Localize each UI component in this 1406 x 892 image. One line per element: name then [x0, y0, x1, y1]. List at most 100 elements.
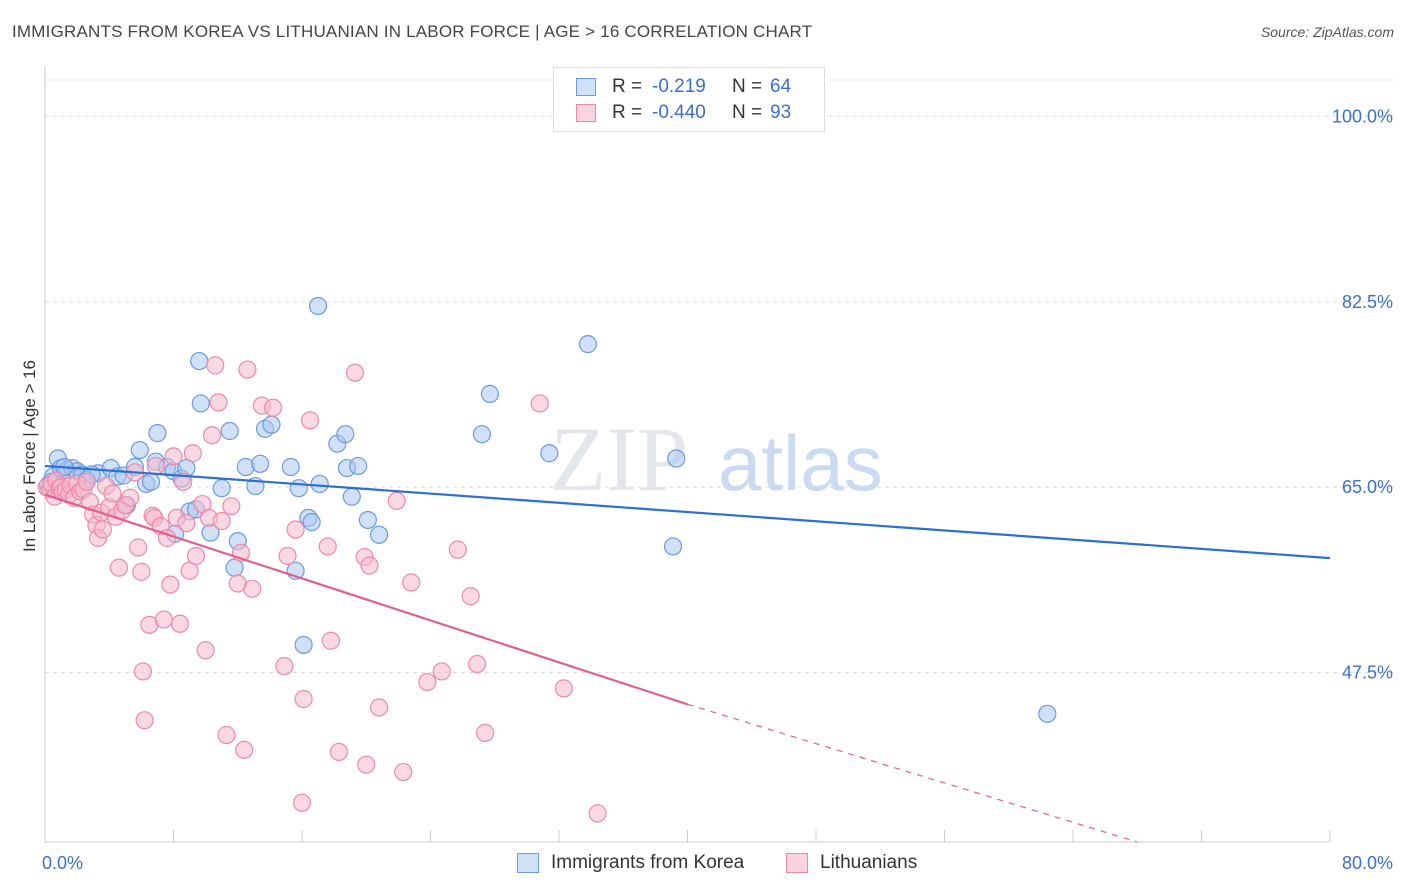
lithuanian-point	[235, 740, 254, 759]
lithuanian-point	[109, 558, 128, 577]
legend-row-korea: R = -0.219 N = 64	[576, 74, 791, 100]
lithuanian-point	[93, 520, 112, 539]
lithuanian-point	[170, 614, 190, 633]
legend-row-lithuanians: R = -0.440 N = 93	[576, 100, 791, 126]
korea-point	[262, 415, 281, 434]
watermark-atlas: atlas	[718, 419, 883, 507]
korea-swatch	[517, 853, 539, 873]
data-points	[37, 296, 1057, 823]
trend-lines	[44, 464, 1331, 843]
korea-point	[370, 525, 389, 544]
lithuanian-point	[387, 491, 406, 511]
korea-point	[281, 457, 300, 477]
legend-r-value: -0.440	[652, 102, 706, 123]
y-tick-label: 82.5%	[1342, 292, 1393, 312]
lithuanian-point	[243, 579, 262, 598]
korea-point	[191, 394, 210, 413]
legend-r-value: -0.219	[652, 76, 706, 97]
korea-point	[130, 440, 149, 460]
lithuanian-point	[402, 573, 421, 592]
lithuanian-point	[370, 698, 389, 717]
watermark: ZIP atlas	[550, 408, 883, 510]
lithuanian-point	[263, 398, 283, 417]
lithuanian-point	[300, 411, 320, 430]
lithuanian-point	[432, 662, 451, 681]
lithuanian-point	[345, 363, 365, 382]
legend-label-korea: Immigrants from Korea	[551, 852, 745, 873]
lithuanian-point	[294, 689, 313, 709]
lithuanian-point	[161, 575, 180, 594]
lithuanian-point	[133, 662, 153, 681]
korea-point	[578, 335, 598, 354]
lithuanian-point	[318, 537, 337, 556]
korea-point	[667, 449, 686, 468]
lithuanian-point	[418, 672, 437, 692]
lithuanian-point	[103, 484, 122, 503]
lithuanian-point	[476, 723, 495, 742]
korea-point	[190, 351, 209, 371]
lithuanian-point	[238, 360, 257, 379]
korea-point	[251, 454, 270, 473]
lithuanian-point	[329, 742, 349, 762]
y-axis-label: In Labor Force | Age > 16	[20, 359, 39, 553]
korea-point	[349, 456, 368, 476]
korea-point	[480, 384, 500, 404]
korea-point	[302, 512, 321, 532]
korea-point	[141, 472, 161, 491]
korea-point	[289, 479, 308, 498]
lithuanian-point	[275, 657, 294, 676]
axes	[44, 66, 1331, 843]
chart-source: Source: ZipAtlas.com	[1260, 24, 1394, 40]
korea-point	[148, 424, 167, 443]
chart-title: IMMIGRANTS FROM KOREA VS LITHUANIAN IN L…	[12, 22, 813, 41]
x-tick-label: 80.0%	[1342, 853, 1393, 873]
y-tick-label: 100.0%	[1332, 106, 1393, 126]
korea-point	[342, 487, 361, 506]
watermark-zip: ZIP	[550, 408, 688, 510]
lithuanian-point	[202, 426, 222, 445]
lithuanian-point	[530, 394, 549, 413]
lithuanian-point	[217, 725, 236, 745]
lithuanian-trend-extension	[687, 703, 1138, 843]
stats-legend: R = -0.219 N = 64 R = -0.440 N = 93	[553, 67, 825, 132]
korea-point	[540, 444, 559, 463]
lithuanian-point	[278, 546, 297, 566]
y-tick-label: 47.5%	[1342, 663, 1393, 683]
legend-item-lithuanians[interactable]: Lithuanians	[786, 852, 917, 874]
korea-swatch	[576, 78, 596, 96]
x-tick-label: 0.0%	[42, 853, 83, 873]
legend-label-lithuanians: Lithuanians	[820, 852, 918, 873]
legend-n-label: N =	[732, 76, 763, 97]
korea-point	[663, 537, 683, 556]
legend-r-label: R =	[612, 76, 643, 97]
series-legend: Immigrants from Korea Lithuanians	[0, 852, 1406, 876]
lithuanian-point	[196, 641, 215, 660]
lithuanian-point	[588, 804, 607, 823]
lithuanian-point	[206, 356, 225, 375]
lithuanian-point	[132, 562, 151, 581]
korea-point	[336, 425, 355, 444]
lithuanian-point	[321, 631, 341, 650]
lithuanian-point	[360, 556, 379, 575]
korea-point	[1038, 704, 1057, 723]
lithuanian-point	[183, 444, 202, 463]
korea-point	[212, 479, 231, 498]
lithuanian-point	[394, 762, 413, 782]
lithuanian-point	[448, 540, 467, 559]
lithuanian-point	[177, 514, 196, 533]
lithuanian-point	[154, 610, 173, 629]
lithuanian-swatch	[786, 853, 808, 873]
lithuanian-point	[212, 511, 231, 531]
korea-point	[472, 425, 491, 444]
lithuanian-point	[77, 472, 96, 491]
korea-point	[294, 635, 313, 655]
legend-n-value: 64	[770, 76, 792, 97]
legend-item-korea[interactable]: Immigrants from Korea	[517, 852, 744, 874]
legend-n-value: 93	[770, 102, 792, 123]
lithuanian-point	[121, 488, 140, 507]
tick-labels: 47.5% 65.0% 82.5% 100.0% 0.0% 80.0%	[42, 106, 1393, 873]
lithuanian-point	[164, 447, 183, 466]
korea-point	[358, 510, 377, 530]
lithuanian-point	[129, 538, 148, 557]
